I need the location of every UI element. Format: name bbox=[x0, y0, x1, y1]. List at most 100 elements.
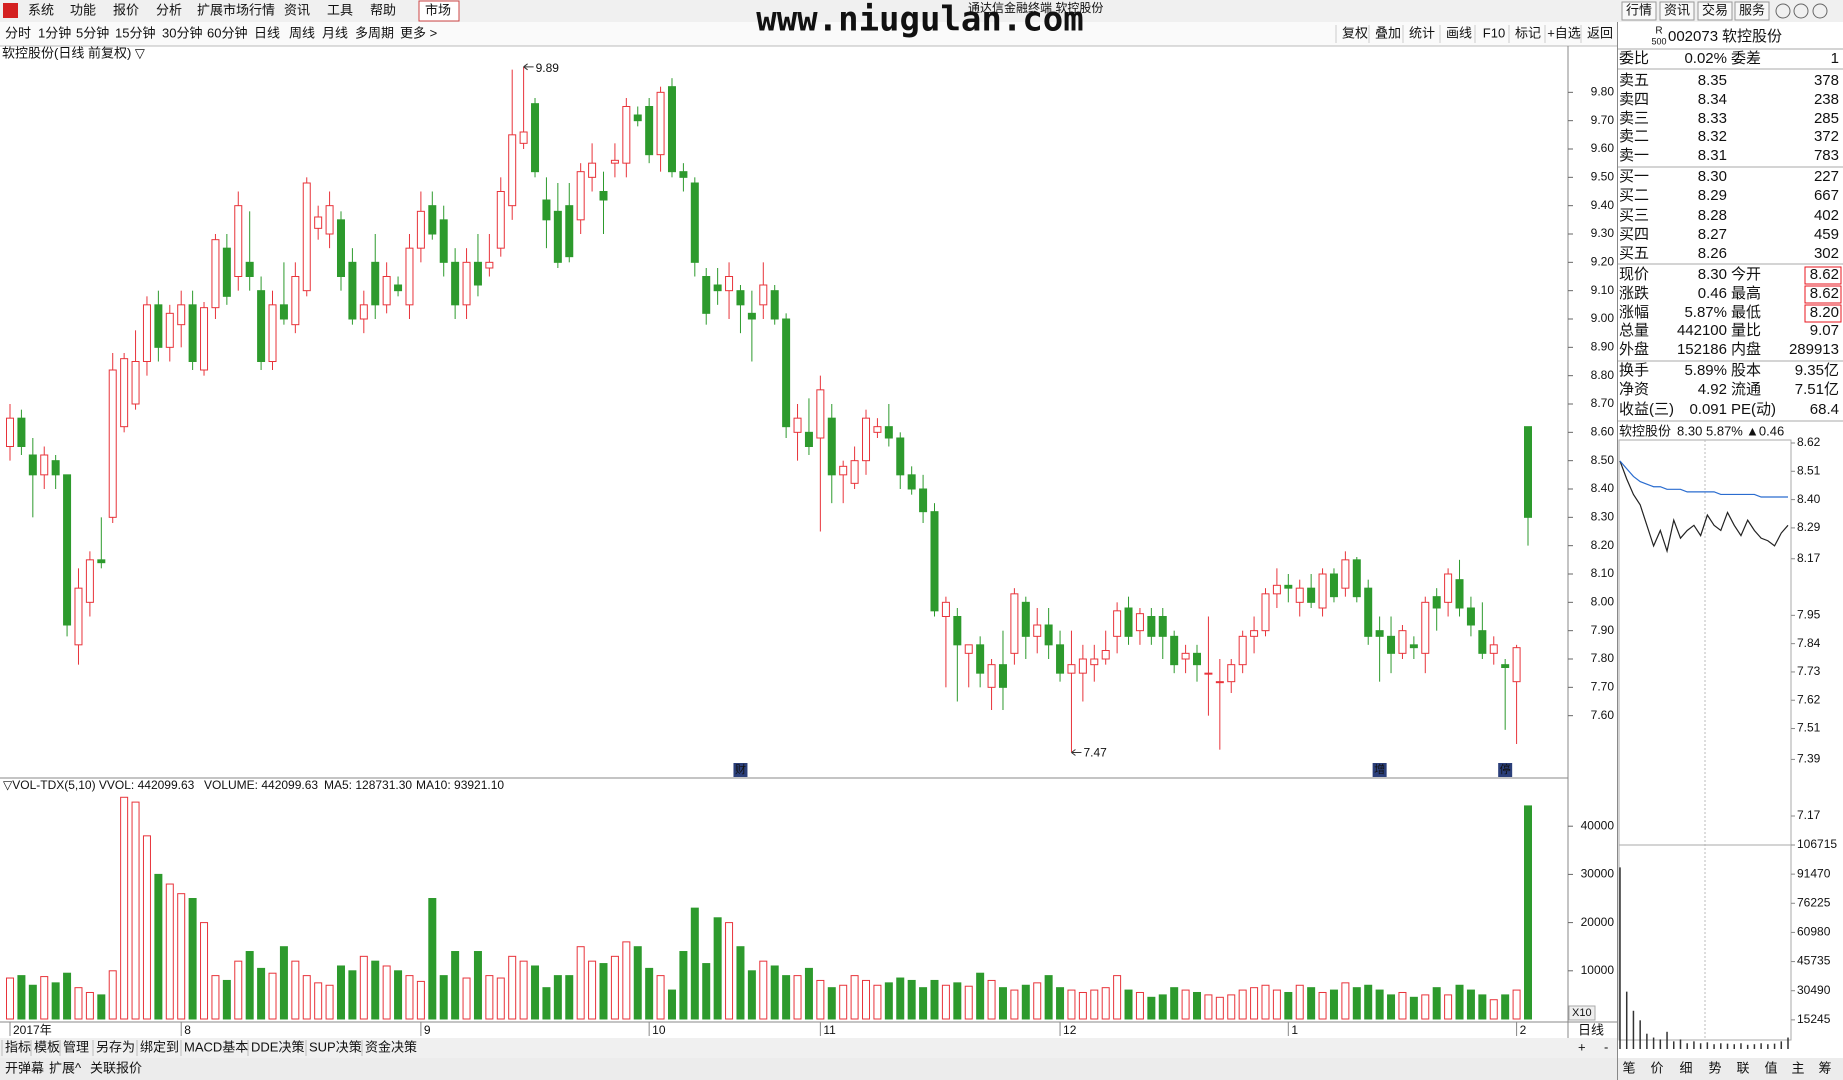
status-item[interactable]: 扩展^ bbox=[49, 1060, 82, 1075]
period-tab[interactable]: 更多 > bbox=[400, 25, 437, 40]
volume-bar bbox=[702, 963, 711, 1020]
tool-button[interactable]: 复权 bbox=[1342, 25, 1368, 40]
period-tab[interactable]: 多周期 bbox=[355, 25, 394, 40]
candle-body bbox=[1010, 593, 1019, 654]
bottom-tab[interactable]: 管理 bbox=[63, 1039, 89, 1054]
mini-volume-tick-label: 60980 bbox=[1797, 925, 1831, 939]
period-tab[interactable]: 15分钟 bbox=[115, 25, 155, 40]
quote-label: 委差 bbox=[1731, 50, 1761, 67]
candle-body bbox=[1409, 644, 1418, 649]
side-tab[interactable]: 值 bbox=[1764, 1060, 1777, 1075]
volume-bar bbox=[85, 991, 94, 1020]
volume-bar bbox=[291, 960, 300, 1020]
period-tab[interactable]: 月线 bbox=[322, 25, 348, 40]
side-tab[interactable]: 笔 bbox=[1622, 1060, 1635, 1075]
candle-body bbox=[622, 106, 631, 164]
top-button[interactable]: 行情 bbox=[1626, 2, 1652, 17]
tool-button[interactable]: 统计 bbox=[1409, 25, 1435, 40]
stat-value: 9.07 bbox=[1810, 322, 1839, 339]
tool-button[interactable]: 返回 bbox=[1587, 25, 1613, 40]
bottom-tab[interactable]: MACD基本 bbox=[184, 1039, 248, 1054]
bottom-tab[interactable]: 指标 bbox=[5, 1039, 31, 1054]
mini-pct: 5.87% bbox=[1706, 423, 1743, 438]
menu-item[interactable]: 分析 bbox=[156, 2, 182, 17]
book-price: 8.28 bbox=[1698, 207, 1727, 224]
side-tab[interactable]: 细 bbox=[1679, 1060, 1692, 1075]
tool-button[interactable]: 叠加 bbox=[1375, 25, 1401, 40]
tool-button[interactable]: 标记 bbox=[1515, 25, 1541, 40]
restore-button[interactable] bbox=[1793, 3, 1809, 19]
side-tab[interactable]: 势 bbox=[1708, 1060, 1721, 1075]
book-price: 8.29 bbox=[1698, 187, 1727, 204]
bottom-tab[interactable]: 资金决策 bbox=[365, 1039, 417, 1054]
bottom-tab[interactable]: SUP决策 bbox=[309, 1039, 362, 1054]
zoom-button[interactable]: - bbox=[1604, 1039, 1608, 1054]
menu-item[interactable]: 扩展市场行情 bbox=[197, 2, 275, 17]
volume-bar bbox=[599, 963, 608, 1020]
volume-bar bbox=[1204, 994, 1213, 1020]
menu-item[interactable]: 资讯 bbox=[284, 2, 310, 17]
menu-item[interactable]: 帮助 bbox=[370, 2, 396, 17]
volume-bar bbox=[998, 987, 1007, 1020]
candle-body bbox=[919, 488, 928, 513]
volume-bar bbox=[188, 898, 197, 1020]
bottom-tab[interactable]: 模板 bbox=[34, 1039, 60, 1054]
price-tick-label: 8.20 bbox=[1591, 538, 1615, 552]
price-tick-label: 9.00 bbox=[1591, 311, 1615, 325]
volume-bar bbox=[279, 946, 288, 1020]
price-tick-label: 9.70 bbox=[1591, 113, 1615, 127]
volume-bar bbox=[508, 955, 517, 1020]
candle-body bbox=[1444, 573, 1453, 603]
scale-box bbox=[1568, 1005, 1596, 1021]
menu-item[interactable]: 工具 bbox=[327, 2, 353, 17]
top-button[interactable]: 交易 bbox=[1702, 2, 1728, 17]
bottom-tab[interactable]: 另存为 bbox=[96, 1039, 135, 1054]
period-tab[interactable]: 1分钟 bbox=[38, 25, 71, 40]
menu-item[interactable]: 市场 bbox=[425, 2, 451, 17]
time-label: 8 bbox=[184, 1023, 191, 1037]
volume-tick-label: 10000 bbox=[1581, 963, 1615, 977]
period-tab[interactable]: 5分钟 bbox=[76, 25, 109, 40]
side-tab[interactable]: 筹 bbox=[1818, 1060, 1831, 1075]
period-tab[interactable]: 日线 bbox=[254, 25, 280, 40]
side-tab[interactable]: 主 bbox=[1791, 1060, 1804, 1075]
market-tab-box bbox=[418, 0, 460, 22]
candle-body bbox=[679, 171, 688, 178]
minimize-button[interactable] bbox=[1775, 3, 1791, 19]
side-tab[interactable]: 联 bbox=[1736, 1060, 1749, 1075]
menu-item[interactable]: 系统 bbox=[28, 2, 54, 17]
zoom-button[interactable]: + bbox=[1578, 1039, 1586, 1054]
close-button[interactable] bbox=[1812, 3, 1828, 19]
stat-label: 最低 bbox=[1731, 304, 1761, 321]
book-label: 买三 bbox=[1619, 207, 1649, 224]
menu-item[interactable]: 报价 bbox=[113, 2, 139, 17]
volume-bar bbox=[1341, 982, 1350, 1020]
top-button[interactable]: 资讯 bbox=[1664, 2, 1690, 17]
tool-button[interactable]: +自选 bbox=[1547, 25, 1581, 40]
period-tab[interactable]: 周线 bbox=[289, 25, 315, 40]
status-item[interactable]: 开弹幕 bbox=[5, 1060, 44, 1075]
period-tab[interactable]: 30分钟 bbox=[162, 25, 202, 40]
side-tab[interactable]: 价 bbox=[1650, 1060, 1663, 1075]
volume-bar bbox=[690, 907, 699, 1020]
volume-bar bbox=[667, 989, 676, 1020]
tool-button[interactable]: 画线 bbox=[1446, 25, 1472, 40]
candle-body bbox=[154, 304, 163, 348]
period-tab[interactable]: 60分钟 bbox=[207, 25, 247, 40]
candle-body bbox=[1021, 601, 1030, 637]
quote-label: 委比 bbox=[1619, 50, 1649, 67]
volume-bar bbox=[1524, 805, 1532, 1020]
stat-label: PE(动) bbox=[1731, 401, 1776, 418]
bottom-tab[interactable]: 绑定到 bbox=[140, 1039, 179, 1054]
bottom-tab[interactable]: DDE决策 bbox=[251, 1039, 304, 1054]
top-button[interactable]: 服务 bbox=[1739, 2, 1765, 17]
candle-body bbox=[1033, 624, 1042, 637]
stock-name: 软控股份 bbox=[1722, 28, 1782, 45]
menu-item[interactable]: 功能 bbox=[70, 2, 96, 17]
status-item[interactable]: 关联报价 bbox=[90, 1060, 142, 1075]
candle-body bbox=[279, 304, 288, 320]
book-price: 8.26 bbox=[1698, 245, 1727, 262]
period-tab[interactable]: 分时 bbox=[5, 25, 31, 40]
tool-button[interactable]: F10 bbox=[1483, 25, 1505, 40]
